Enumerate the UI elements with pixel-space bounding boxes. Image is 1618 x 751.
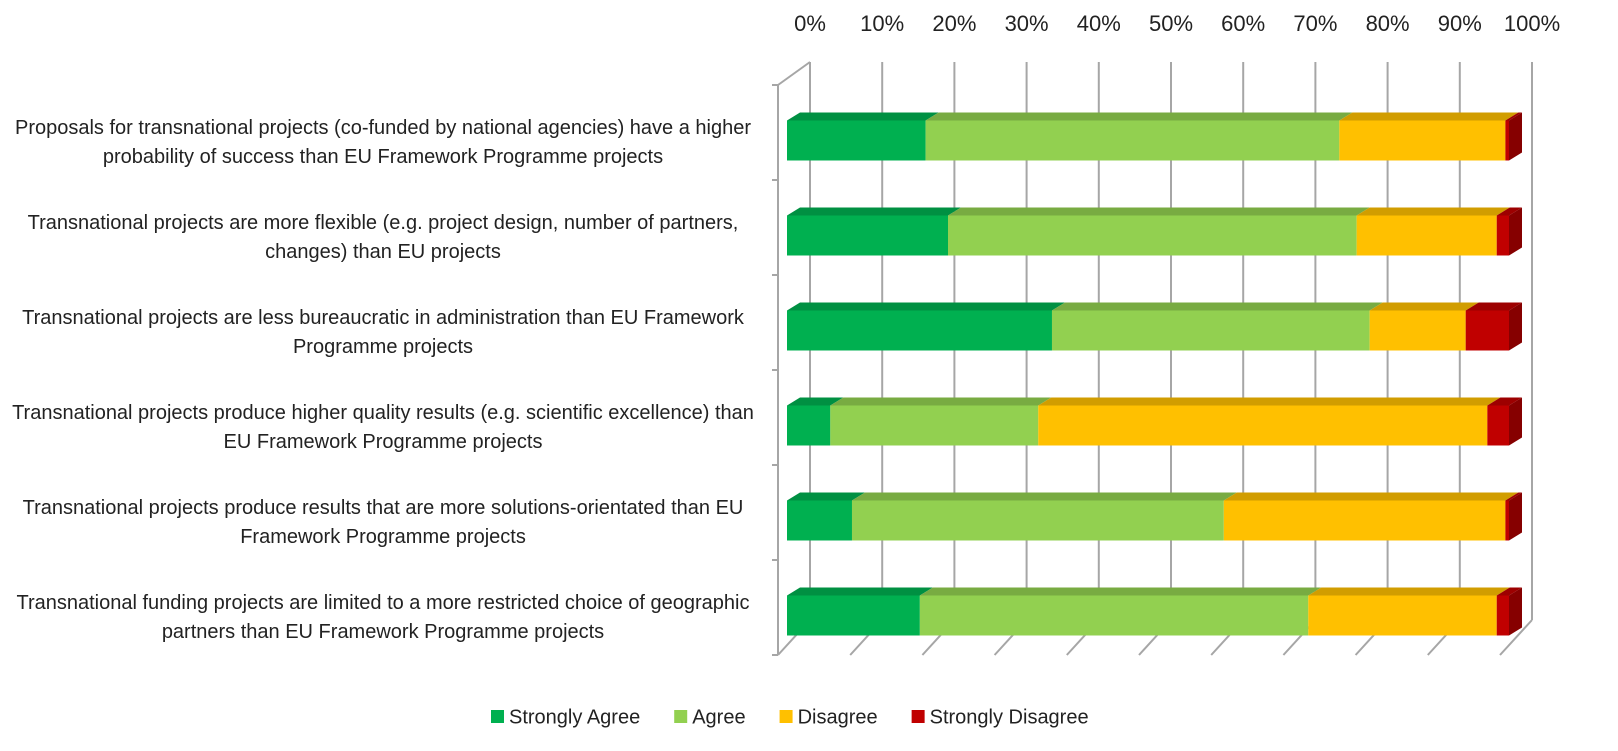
legend-swatch: [491, 710, 504, 723]
category-label: Transnational projects are less bureaucr…: [22, 306, 744, 358]
x-tick-label: 100%: [1504, 11, 1560, 36]
x-tick-label: 50%: [1149, 11, 1193, 36]
legend-label: Agree: [692, 706, 745, 728]
bar: [787, 595, 920, 636]
legend-label: Strongly Agree: [509, 706, 640, 728]
category-label: Transnational projects are more flexible…: [27, 211, 739, 263]
bar-top: [1339, 112, 1519, 121]
bar: [787, 215, 949, 256]
bar-top: [787, 587, 933, 596]
x-tick-label: 90%: [1438, 11, 1482, 36]
bar-side: [1509, 587, 1522, 636]
bar-top: [1505, 112, 1522, 121]
bar-top: [1356, 207, 1510, 216]
category-label: Transnational projects produce higher qu…: [12, 401, 754, 453]
bar: [1339, 120, 1506, 161]
bar: [1505, 120, 1509, 161]
bar-side: [1509, 112, 1522, 161]
bar-top: [1487, 397, 1522, 406]
bar: [948, 215, 1357, 256]
bar: [925, 120, 1340, 161]
floor-grid-line: [1499, 619, 1533, 656]
bar-top: [787, 492, 865, 501]
bar-top: [1505, 492, 1522, 501]
bar: [919, 595, 1309, 636]
wall-edge: [777, 61, 811, 86]
bar-top: [1496, 207, 1522, 216]
bar: [1356, 215, 1497, 256]
x-tick-label: 20%: [932, 11, 976, 36]
category-label: Transnational projects produce results t…: [22, 496, 744, 548]
bar-top: [1051, 302, 1383, 311]
bar-side: [1509, 492, 1522, 541]
bar: [1038, 405, 1488, 446]
bar: [787, 120, 926, 161]
bar-side: [1509, 397, 1522, 446]
legend-swatch: [911, 710, 925, 723]
bar: [787, 310, 1052, 351]
bar: [1369, 310, 1466, 351]
bar-top: [830, 397, 1052, 406]
bar: [787, 405, 831, 446]
legend-swatch: [674, 710, 688, 723]
bar-top: [1465, 302, 1522, 311]
bar-top: [919, 587, 1322, 596]
bar: [1505, 500, 1509, 541]
bar: [830, 405, 1039, 446]
bar: [1308, 595, 1497, 636]
bar-top: [1308, 587, 1510, 596]
bar-top: [1496, 587, 1522, 596]
bar: [1465, 310, 1509, 351]
bar-top: [925, 112, 1353, 121]
bar-side: [1509, 207, 1522, 256]
bar: [1051, 310, 1370, 351]
legend-label: Disagree: [798, 706, 878, 728]
x-tick-label: 40%: [1077, 11, 1121, 36]
category-label: Proposals for transnational projects (co…: [15, 116, 751, 168]
legend-label: Strongly Disagree: [930, 706, 1089, 728]
x-tick-label: 80%: [1366, 11, 1410, 36]
bar-top: [1223, 492, 1519, 501]
bar: [1496, 595, 1509, 636]
x-tick-label: 0%: [794, 11, 826, 36]
category-label: Transnational funding projects are limit…: [16, 591, 750, 643]
bar-top: [851, 492, 1237, 501]
bar: [1487, 405, 1509, 446]
bar-top: [948, 207, 1370, 216]
bar-top: [1038, 397, 1501, 406]
bar: [1496, 215, 1509, 256]
x-tick-label: 10%: [860, 11, 904, 36]
bar-top: [787, 397, 844, 406]
bar-top: [787, 302, 1065, 311]
x-tick-label: 60%: [1221, 11, 1265, 36]
x-tick-label: 30%: [1005, 11, 1049, 36]
bar-side: [1509, 302, 1522, 351]
legend-swatch: [779, 710, 793, 723]
bar-top: [1369, 302, 1479, 311]
bar: [787, 500, 852, 541]
bar: [1223, 500, 1506, 541]
bar-top: [787, 207, 962, 216]
x-tick-label: 70%: [1293, 11, 1337, 36]
bar-top: [787, 112, 939, 121]
bar: [851, 500, 1224, 541]
